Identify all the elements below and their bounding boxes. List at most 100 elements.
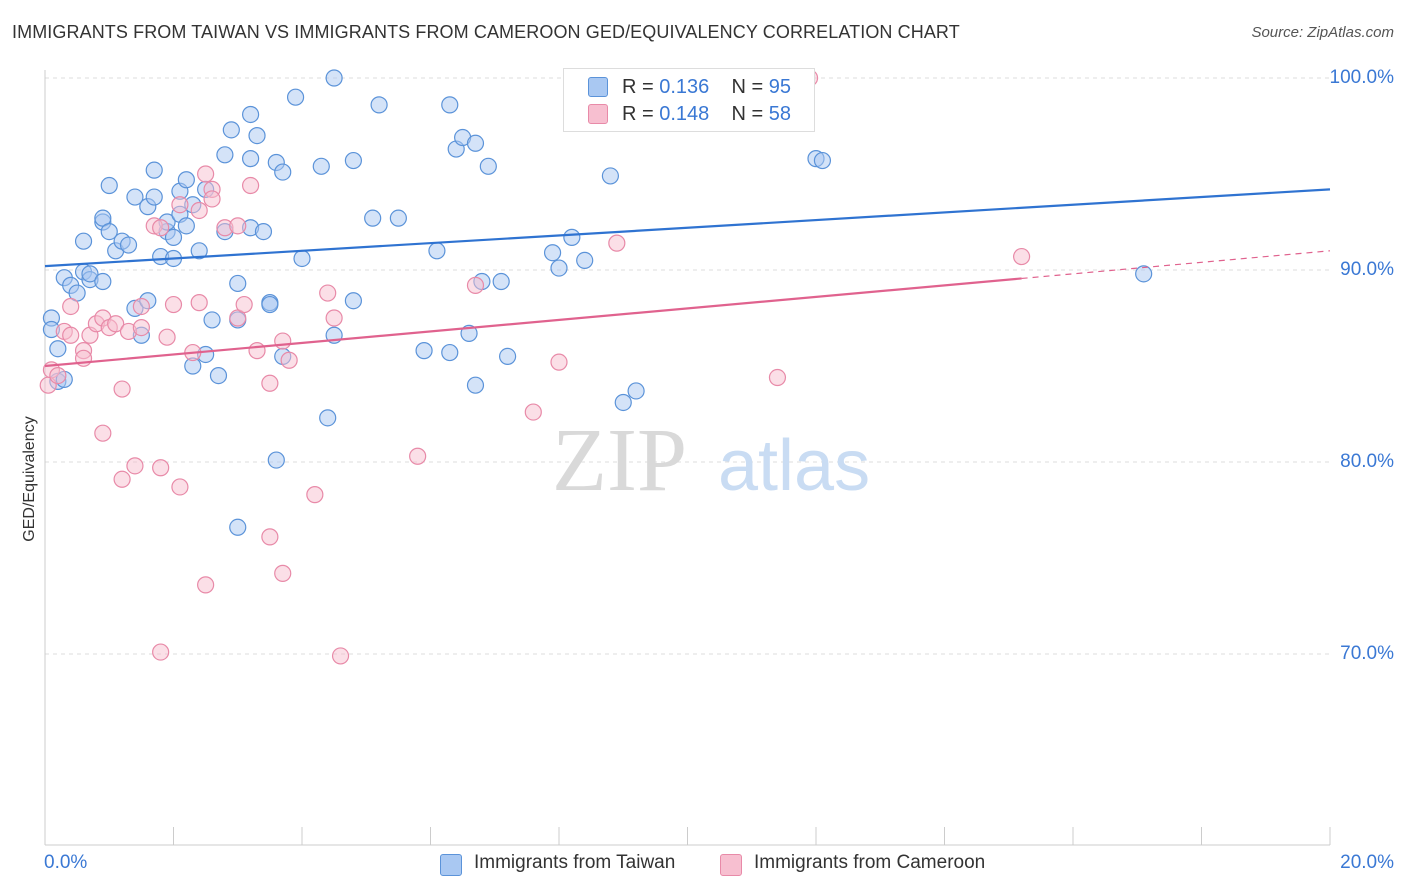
bottom-legend-swatch-cameroon [720, 854, 742, 876]
point-cameroon [274, 332, 292, 350]
point-taiwan [177, 217, 195, 235]
y-axis-label: GED/Equivalency [21, 416, 38, 542]
point-taiwan [389, 209, 407, 227]
point-cameroon [280, 351, 298, 369]
point-cameroon [409, 447, 427, 465]
point-cameroon [132, 297, 150, 316]
point-cameroon [274, 564, 292, 582]
point-taiwan [100, 176, 118, 195]
point-taiwan [254, 223, 273, 241]
legend-r-value-taiwan: 0.136 [659, 76, 710, 98]
point-cameroon [466, 276, 485, 294]
point-cameroon [126, 457, 144, 475]
legend-n-label: N = [731, 103, 764, 125]
point-cameroon [197, 576, 215, 594]
point-taiwan [499, 347, 517, 365]
point-cameroon [171, 196, 189, 214]
point-taiwan [466, 134, 485, 152]
point-taiwan [344, 151, 362, 170]
point-cameroon [319, 284, 337, 302]
point-taiwan [614, 393, 632, 412]
point-taiwan [261, 295, 279, 314]
point-cameroon [197, 165, 215, 183]
axes [44, 70, 1331, 846]
point-taiwan [441, 96, 459, 114]
point-cameroon [152, 643, 170, 661]
point-taiwan [576, 251, 594, 269]
point-taiwan [364, 209, 382, 227]
legend-n-label: N = [731, 76, 764, 98]
point-taiwan [415, 342, 433, 360]
point-taiwan [248, 127, 266, 145]
point-cameroon [164, 295, 183, 314]
point-taiwan [466, 376, 485, 394]
point-taiwan [293, 249, 311, 268]
point-taiwan [492, 272, 510, 291]
point-cameroon [768, 368, 787, 387]
point-taiwan [543, 244, 562, 262]
point-taiwan [286, 88, 305, 106]
point-cameroon [306, 486, 324, 504]
point-taiwan [100, 223, 118, 241]
point-cameroon [242, 176, 260, 195]
legend-n-value-cameroon: 58 [768, 103, 792, 125]
point-cameroon [94, 424, 112, 442]
point-taiwan [94, 272, 112, 291]
source-label: Source: ZipAtlas.com [1251, 24, 1394, 41]
point-taiwan [344, 292, 362, 310]
legend: R = 0.136 N = 95 R = 0.148 N = 58 [563, 68, 815, 132]
legend-r-label: R = [622, 76, 654, 98]
point-cameroon [190, 294, 208, 312]
y-tick-label-100: 100.0% [1329, 67, 1394, 88]
bottom-legend-label-cameroon: Immigrants from Cameroon [754, 852, 986, 873]
watermark-atlas: atlas [718, 426, 870, 506]
point-cameroon [113, 380, 131, 398]
point-cameroon [113, 470, 131, 488]
series-cameroon-points [39, 69, 1031, 665]
point-cameroon [608, 234, 626, 252]
point-taiwan [209, 367, 228, 385]
point-taiwan [370, 96, 388, 114]
point-cameroon [331, 647, 350, 665]
legend-swatch-taiwan [588, 77, 608, 97]
point-taiwan [145, 161, 163, 179]
point-taiwan [267, 451, 285, 469]
trend-line-taiwan [44, 188, 1331, 268]
point-taiwan [441, 343, 459, 362]
point-cameroon [49, 367, 67, 385]
point-taiwan [145, 188, 163, 206]
point-cameroon [261, 374, 279, 392]
legend-n-value-taiwan: 95 [768, 76, 792, 98]
point-taiwan [126, 188, 144, 206]
trend-line-cameroon-extension [1021, 250, 1331, 280]
point-taiwan [627, 382, 645, 400]
point-taiwan [222, 121, 240, 139]
point-cameroon [248, 342, 266, 360]
legend-r-value-cameroon: 0.148 [659, 103, 710, 125]
point-cameroon [62, 326, 80, 344]
point-cameroon [171, 478, 189, 496]
point-taiwan [274, 163, 292, 181]
legend-swatch-cameroon [588, 104, 608, 124]
point-cameroon [132, 319, 150, 337]
point-cameroon [261, 528, 279, 546]
point-taiwan [229, 274, 247, 293]
point-taiwan [325, 69, 343, 87]
x-tick-label-max: 20.0% [1340, 852, 1394, 873]
point-taiwan [242, 150, 260, 168]
point-taiwan [428, 242, 446, 260]
point-cameroon [152, 459, 170, 477]
point-taiwan [1135, 265, 1153, 283]
point-cameroon [1012, 247, 1031, 266]
point-cameroon [107, 315, 125, 333]
point-taiwan [81, 265, 99, 283]
point-cameroon [190, 201, 208, 220]
point-taiwan [242, 105, 260, 124]
point-taiwan [479, 157, 497, 175]
point-taiwan [312, 157, 330, 175]
y-tick-label-70: 70.0% [1340, 643, 1394, 664]
point-taiwan [563, 228, 581, 246]
point-cameroon [235, 295, 253, 314]
bottom-legend: Immigrants from Taiwan Immigrants from C… [0, 852, 1406, 876]
